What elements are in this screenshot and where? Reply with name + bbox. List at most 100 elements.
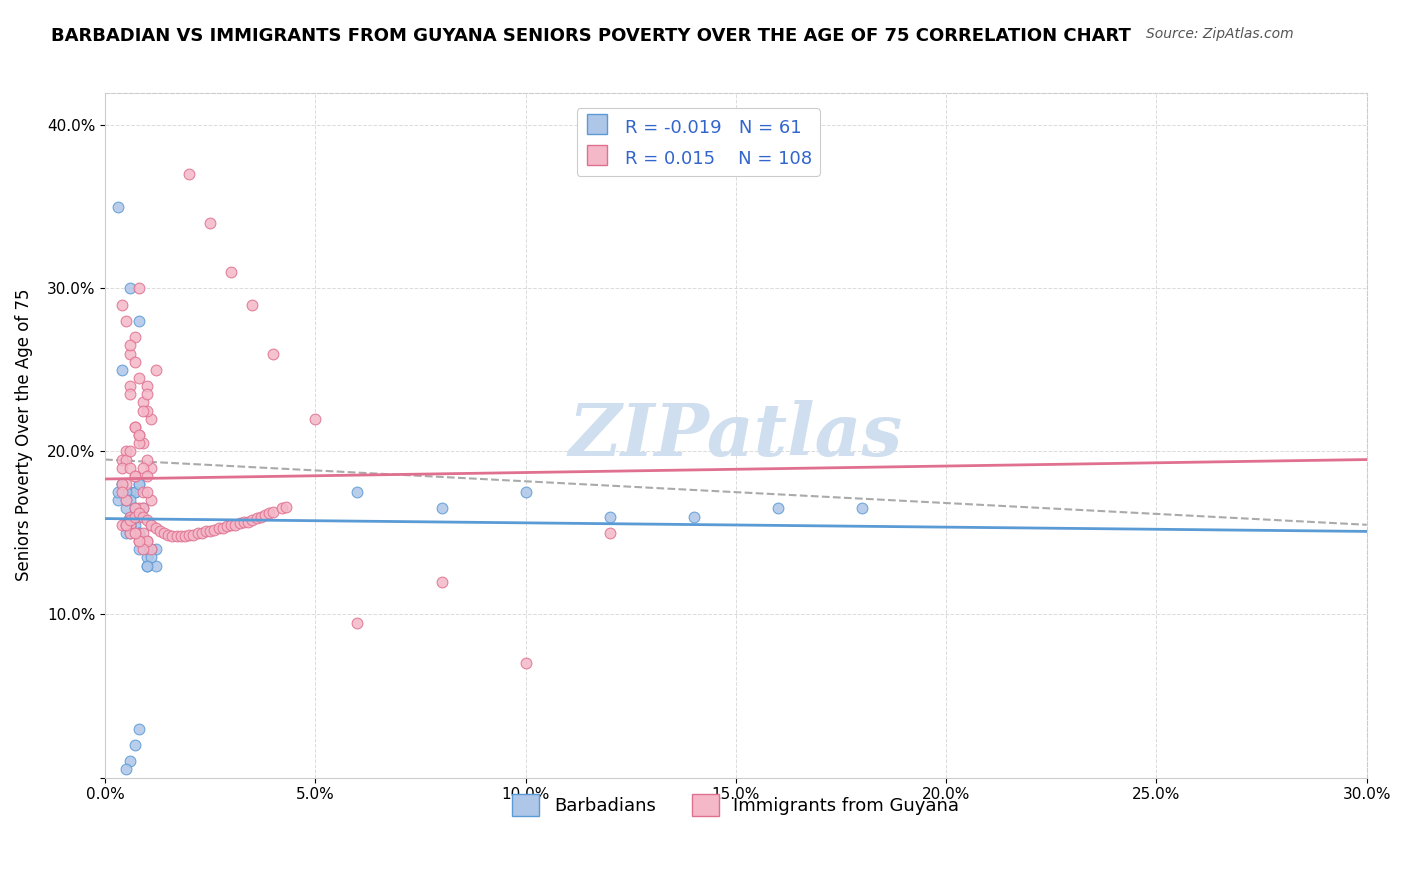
Point xyxy=(179,527,201,541)
Point xyxy=(136,387,159,401)
Point xyxy=(141,542,163,557)
Point xyxy=(599,509,621,524)
Point xyxy=(262,346,284,360)
Point xyxy=(124,485,146,500)
Point xyxy=(120,387,142,401)
Point xyxy=(124,509,146,524)
Point xyxy=(120,338,142,352)
Point xyxy=(128,722,150,736)
Point xyxy=(128,534,150,549)
Point xyxy=(200,524,222,539)
Point xyxy=(128,314,150,328)
Point xyxy=(120,525,142,540)
Point xyxy=(132,436,155,450)
Point xyxy=(124,501,146,516)
Point xyxy=(128,436,150,450)
Point xyxy=(115,444,138,458)
Point xyxy=(124,525,146,540)
Point xyxy=(187,525,209,540)
Point xyxy=(124,509,146,524)
Point xyxy=(132,460,155,475)
Point xyxy=(136,542,159,557)
Point xyxy=(111,297,134,311)
Point xyxy=(274,500,297,514)
Point xyxy=(124,354,146,368)
Point xyxy=(124,501,146,516)
Point xyxy=(200,216,222,230)
Point xyxy=(115,517,138,532)
Point xyxy=(515,485,537,500)
Point xyxy=(132,501,155,516)
Point xyxy=(145,558,167,573)
Point xyxy=(120,493,142,508)
Point xyxy=(111,363,134,377)
Point xyxy=(141,517,163,532)
Point xyxy=(115,485,138,500)
Point xyxy=(136,485,159,500)
Point xyxy=(141,493,163,508)
Point xyxy=(195,524,218,539)
Point xyxy=(128,525,150,540)
Point xyxy=(683,509,706,524)
Point xyxy=(170,529,193,543)
Point xyxy=(128,501,150,516)
Point xyxy=(132,534,155,549)
Point xyxy=(132,509,155,524)
Point xyxy=(162,529,184,543)
Point xyxy=(107,493,129,508)
Point xyxy=(115,493,138,508)
Point xyxy=(132,534,155,549)
Point xyxy=(124,485,146,500)
Point xyxy=(128,371,150,385)
Point xyxy=(136,558,159,573)
Point xyxy=(430,501,453,516)
Point xyxy=(257,507,280,521)
Point xyxy=(120,517,142,532)
Point xyxy=(128,477,150,491)
Point xyxy=(128,428,150,442)
Point xyxy=(245,511,267,525)
Point xyxy=(136,534,159,549)
Point xyxy=(136,452,159,467)
Point xyxy=(145,521,167,535)
Point xyxy=(111,485,134,500)
Point xyxy=(208,521,231,535)
Point xyxy=(124,501,146,516)
Point xyxy=(115,314,138,328)
Point xyxy=(132,395,155,409)
Point xyxy=(111,517,134,532)
Point xyxy=(111,452,134,467)
Point xyxy=(346,615,368,630)
Text: BARBADIAN VS IMMIGRANTS FROM GUYANA SENIORS POVERTY OVER THE AGE OF 75 CORRELATI: BARBADIAN VS IMMIGRANTS FROM GUYANA SENI… xyxy=(51,27,1130,45)
Point xyxy=(141,411,163,425)
Point xyxy=(132,501,155,516)
Point xyxy=(240,297,263,311)
Point xyxy=(430,574,453,589)
Point xyxy=(141,460,163,475)
Point xyxy=(136,403,159,417)
Point xyxy=(136,534,159,549)
Point xyxy=(115,517,138,532)
Point xyxy=(128,428,150,442)
Point xyxy=(120,379,142,393)
Point xyxy=(115,493,138,508)
Point xyxy=(136,550,159,565)
Point xyxy=(599,525,621,540)
Point xyxy=(191,525,214,540)
Point xyxy=(132,534,155,549)
Point xyxy=(149,524,172,539)
Point xyxy=(128,281,150,295)
Point xyxy=(120,509,142,524)
Point xyxy=(228,516,250,530)
Point xyxy=(124,420,146,434)
Point xyxy=(115,517,138,532)
Point xyxy=(132,534,155,549)
Point xyxy=(132,485,155,500)
Point xyxy=(136,542,159,557)
Point xyxy=(240,513,263,527)
Point xyxy=(111,485,134,500)
Point xyxy=(124,525,146,540)
Point xyxy=(270,501,292,516)
Point xyxy=(179,167,201,181)
Point xyxy=(124,330,146,344)
